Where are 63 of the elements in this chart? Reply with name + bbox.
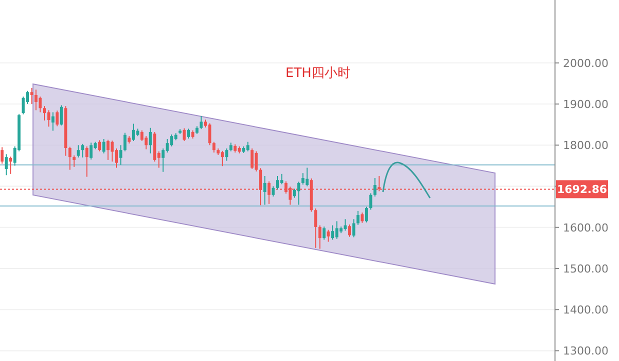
candlestick	[344, 218, 347, 232]
candlestick	[132, 123, 135, 142]
y-tick-label: 1300.00	[563, 344, 608, 358]
candlestick	[90, 142, 93, 160]
candlestick	[250, 148, 254, 170]
candlestick	[254, 150, 258, 172]
candlestick	[148, 127, 152, 154]
candlestick	[322, 226, 326, 240]
candlestick	[208, 122, 212, 146]
ref-line-label: 1692.86	[556, 183, 608, 196]
candlestick	[348, 224, 352, 238]
candlestick	[187, 128, 190, 140]
candlestick	[356, 210, 360, 226]
candlestick	[297, 181, 300, 206]
candlestick	[364, 206, 368, 223]
candlestick	[60, 104, 63, 126]
candlestick	[76, 144, 80, 158]
candlestick	[170, 134, 174, 147]
candlestick	[68, 146, 72, 170]
candlestick	[81, 143, 84, 158]
candlestick	[373, 178, 376, 198]
candlestick	[246, 141, 250, 152]
candlestick	[102, 138, 106, 154]
candlestick	[34, 89, 38, 111]
text: ETH四小时	[286, 66, 350, 81]
candlestick	[124, 132, 126, 152]
candlestick	[268, 180, 271, 204]
y-tick-label: 1400.00	[563, 304, 608, 317]
y-tick-label: 1500.00	[563, 262, 608, 276]
candlestick	[22, 96, 25, 115]
candlestick	[98, 140, 102, 152]
candlestick	[326, 229, 330, 242]
candlestick	[369, 192, 372, 210]
candlestick	[335, 220, 338, 240]
candlestick	[106, 139, 110, 160]
y-tick-label: 1900.00	[563, 98, 608, 112]
candlestick	[318, 224, 322, 250]
candlestick	[51, 112, 54, 132]
candlestick	[314, 208, 318, 248]
y-tick-label: 1600.00	[563, 221, 608, 234]
candlestick	[56, 110, 59, 127]
candlestick	[331, 224, 334, 240]
candlestick	[306, 167, 309, 187]
candlestick	[110, 140, 114, 162]
candlestick	[220, 150, 224, 167]
candlestick	[212, 141, 216, 154]
y-tick-label: 2000.00	[563, 56, 608, 70]
y-tick-label: 1800.00	[563, 139, 608, 152]
candlestick	[30, 87, 34, 105]
candlestick	[301, 172, 304, 186]
candlestick	[47, 110, 50, 128]
candlestick	[263, 175, 266, 206]
candlestick	[9, 156, 12, 174]
candlestick	[0, 146, 4, 164]
candlestick	[43, 106, 46, 121]
candlestick	[144, 136, 148, 150]
candlestick	[4, 154, 8, 176]
candlestick	[225, 148, 228, 162]
candlestick	[140, 130, 144, 142]
candlestick	[72, 154, 76, 168]
candlestick	[182, 128, 186, 142]
candlestick	[85, 146, 88, 178]
candlestick	[276, 175, 279, 190]
